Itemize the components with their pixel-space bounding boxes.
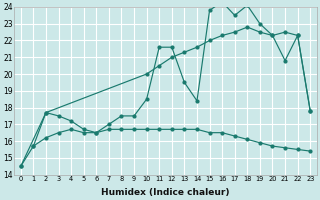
X-axis label: Humidex (Indice chaleur): Humidex (Indice chaleur) — [101, 188, 230, 197]
